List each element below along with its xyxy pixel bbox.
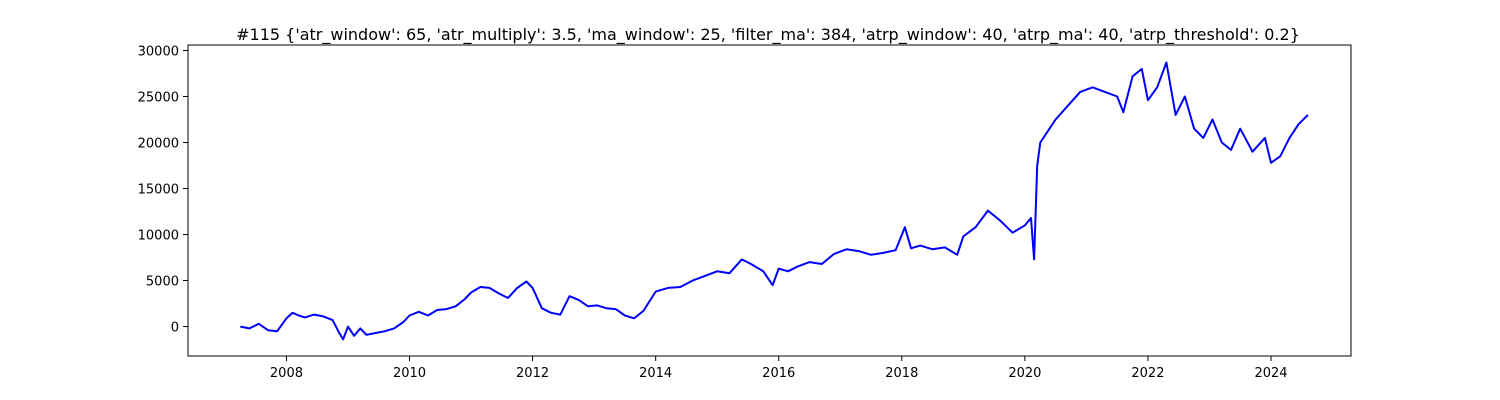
series-layer [240, 61, 1309, 341]
y-tick-label: 0 [171, 321, 179, 336]
y-tick-label: 5000 [146, 275, 179, 290]
x-tick-label: 2014 [639, 366, 672, 381]
y-tick-label: 15000 [138, 183, 179, 198]
y-tick-label: 25000 [138, 91, 179, 106]
plot-frame [187, 44, 1352, 357]
x-tick-label: 2022 [1131, 366, 1164, 381]
x-tick-label: 2020 [1008, 366, 1041, 381]
x-axis: 2008 2010 2012 2014 2016 2018 2020 2022 2024 [270, 356, 1288, 381]
x-tick-label: 2012 [516, 366, 549, 381]
y-tick-label: 10000 [138, 229, 179, 244]
x-tick-label: 2018 [885, 366, 918, 381]
x-tick-label: 2010 [393, 366, 426, 381]
chart-title: #115 {'atr_window': 65, 'atr_multiply': … [236, 25, 1300, 45]
y-tick-label: 20000 [138, 137, 179, 152]
x-tick-label: 2016 [762, 366, 795, 381]
x-tick-label: 2008 [270, 366, 303, 381]
x-tick-label: 2024 [1254, 366, 1287, 381]
y-axis: 0 5000 10000 15000 20000 25000 30000 [138, 45, 188, 336]
y-tick-label: 30000 [138, 45, 179, 60]
series-line-0 [240, 61, 1309, 341]
